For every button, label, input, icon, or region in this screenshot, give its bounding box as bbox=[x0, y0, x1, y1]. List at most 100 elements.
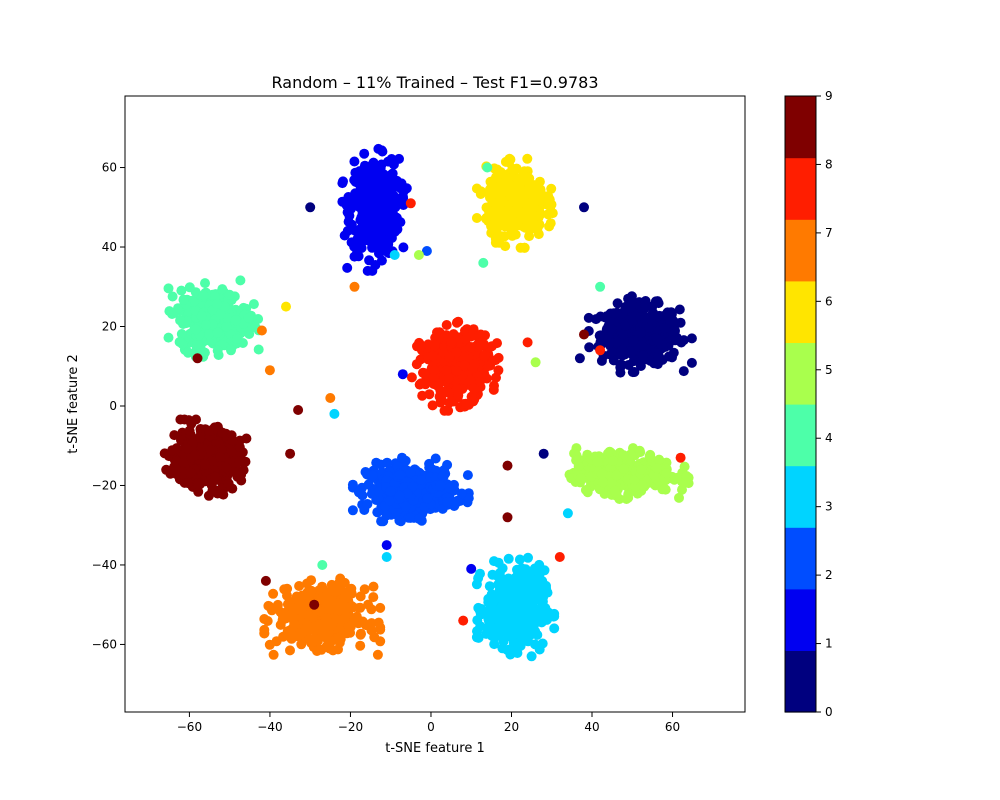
data-point bbox=[381, 510, 392, 521]
data-point bbox=[661, 468, 672, 479]
data-point bbox=[359, 148, 370, 159]
colorbar: 0 1 2 3 4 5 6 7 8 9 bbox=[784, 89, 833, 719]
data-point bbox=[184, 425, 195, 436]
outlier-points bbox=[192, 162, 686, 626]
data-point bbox=[616, 359, 627, 370]
data-point bbox=[159, 448, 170, 459]
data-point bbox=[175, 414, 186, 425]
data-point bbox=[268, 649, 279, 660]
data-point bbox=[414, 513, 424, 524]
data-point bbox=[483, 615, 494, 626]
data-point bbox=[636, 327, 647, 338]
outlier-point bbox=[458, 615, 469, 626]
data-point bbox=[263, 600, 274, 611]
data-point bbox=[487, 192, 498, 203]
data-point bbox=[514, 554, 525, 565]
data-point bbox=[183, 478, 193, 489]
data-point bbox=[420, 379, 431, 390]
data-point bbox=[549, 623, 560, 634]
data-point bbox=[606, 324, 617, 335]
data-point bbox=[489, 639, 500, 650]
data-point bbox=[223, 478, 234, 489]
data-point bbox=[476, 338, 487, 349]
data-point bbox=[218, 489, 229, 500]
data-point bbox=[471, 632, 482, 643]
data-point bbox=[518, 196, 529, 207]
outlier-point bbox=[329, 408, 340, 419]
data-point bbox=[296, 605, 307, 616]
data-point bbox=[526, 651, 537, 662]
data-point bbox=[604, 338, 615, 349]
data-point bbox=[191, 414, 201, 425]
data-point bbox=[456, 488, 467, 499]
data-point bbox=[479, 351, 490, 361]
data-point bbox=[652, 334, 663, 345]
data-point bbox=[416, 475, 427, 485]
data-point bbox=[482, 360, 493, 371]
data-point bbox=[487, 569, 498, 580]
data-point bbox=[635, 447, 646, 458]
data-point bbox=[361, 172, 372, 183]
data-point bbox=[386, 154, 397, 164]
data-point bbox=[253, 344, 264, 355]
data-point bbox=[618, 329, 629, 340]
y-tick-label: 60 bbox=[102, 161, 117, 175]
data-point bbox=[644, 451, 655, 461]
y-axis-label: t-SNE feature 2 bbox=[66, 354, 81, 453]
data-point bbox=[215, 452, 226, 463]
plot-frame bbox=[124, 95, 746, 713]
data-point bbox=[607, 346, 617, 357]
data-point bbox=[206, 480, 217, 491]
data-point bbox=[394, 490, 405, 501]
data-point bbox=[375, 602, 386, 613]
data-point bbox=[526, 205, 537, 216]
x-tick-label: 20 bbox=[504, 720, 519, 734]
data-point bbox=[361, 224, 372, 234]
data-point bbox=[474, 376, 485, 387]
data-point bbox=[500, 241, 511, 252]
data-point bbox=[596, 468, 607, 479]
data-point bbox=[430, 453, 441, 464]
data-point bbox=[671, 334, 682, 345]
data-point bbox=[356, 628, 366, 639]
data-point bbox=[279, 584, 290, 595]
data-point bbox=[398, 242, 409, 253]
data-point bbox=[226, 345, 236, 356]
data-point bbox=[663, 351, 674, 362]
data-point bbox=[195, 424, 206, 434]
data-point bbox=[243, 312, 254, 323]
outlier-point bbox=[256, 325, 267, 336]
cluster-class-6 bbox=[471, 153, 558, 253]
data-point bbox=[520, 212, 531, 222]
data-point bbox=[230, 315, 241, 326]
data-point bbox=[379, 240, 390, 251]
outlier-point bbox=[466, 563, 477, 574]
data-point bbox=[521, 635, 532, 646]
data-point bbox=[367, 265, 378, 276]
outlier-point bbox=[595, 281, 606, 292]
data-point bbox=[189, 450, 200, 461]
data-point bbox=[441, 320, 452, 330]
data-point bbox=[355, 591, 366, 602]
data-point bbox=[459, 360, 470, 371]
data-point bbox=[617, 350, 628, 361]
data-point bbox=[232, 334, 243, 344]
data-point bbox=[372, 649, 383, 660]
data-point bbox=[644, 322, 655, 333]
outlier-point bbox=[281, 301, 291, 312]
data-point bbox=[686, 333, 697, 344]
data-point bbox=[378, 169, 389, 179]
data-point bbox=[294, 581, 305, 591]
data-point bbox=[195, 432, 206, 443]
data-point bbox=[313, 635, 323, 646]
data-point bbox=[406, 372, 417, 383]
data-point bbox=[488, 384, 499, 395]
data-point bbox=[248, 299, 259, 310]
data-point bbox=[485, 184, 495, 195]
x-tick-label: 0 bbox=[427, 720, 435, 734]
data-point bbox=[612, 337, 623, 348]
data-point bbox=[221, 321, 232, 332]
colorbar-segment-3 bbox=[785, 465, 816, 528]
outlier-point bbox=[325, 393, 336, 403]
cluster-class-3 bbox=[471, 552, 560, 662]
